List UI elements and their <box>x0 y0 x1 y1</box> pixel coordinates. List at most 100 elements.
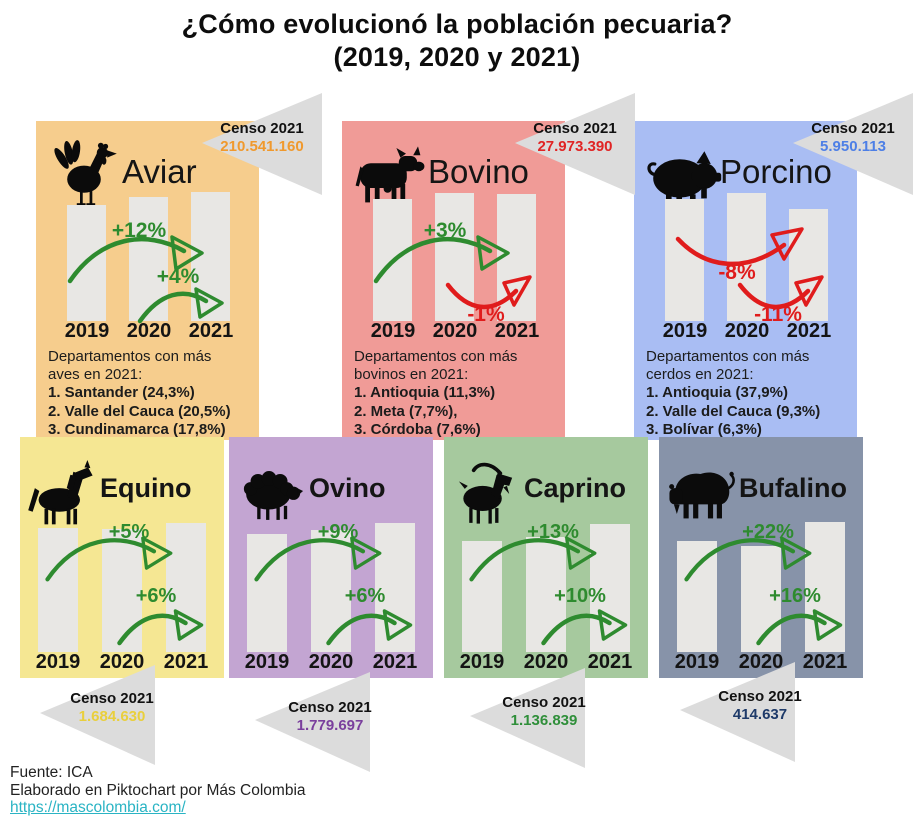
censo-callout-ovino: Censo 2021 1.779.697 <box>280 699 380 735</box>
bar-2020 <box>526 537 566 652</box>
censo-label: Censo 2021 <box>70 690 154 707</box>
bar-2020 <box>435 193 474 321</box>
year-label: 2021 <box>372 651 418 673</box>
panel-porcino: Porcino -8% -11% 2019 2020 2021 Departam… <box>634 121 857 440</box>
department-item: 1. Antioquia (37,9%) <box>646 384 788 402</box>
department-item: 2. Valle del Cauca (20,5%) <box>48 402 231 420</box>
year-label: 2019 <box>35 651 81 673</box>
panel-title-aviar: Aviar <box>122 153 197 190</box>
censo-value: 1.136.839 <box>510 712 578 729</box>
top-departments: Departamentos con más bovinos en 2021: 1… <box>354 348 550 439</box>
censo-callout-bovino: Censo 2021 27.973.390 <box>519 120 631 156</box>
rooster-icon <box>54 140 117 206</box>
bar-2020 <box>311 530 351 652</box>
censo-callout-triangle-bufalino <box>680 662 795 762</box>
censo-callout-triangle-bovino <box>515 93 635 195</box>
censo-callout-porcino: Censo 2021 5.950.113 <box>797 120 909 156</box>
growth-arrow-2019-2020 <box>373 235 510 284</box>
year-label: 2021 <box>494 320 540 342</box>
cow-icon <box>355 146 425 203</box>
footer: Fuente: ICA Elaborado en Piktochart por … <box>10 764 306 817</box>
censo-label: Censo 2021 <box>288 699 372 716</box>
departments-intro: Departamentos con más cerdos en 2021: <box>646 348 810 384</box>
buffalo-icon <box>669 471 735 519</box>
department-item: 2. Meta (7,7%), <box>354 402 458 420</box>
year-label: 2020 <box>738 651 784 673</box>
elaborated-text: Elaborado en Piktochart por Más Colombia <box>10 781 306 799</box>
bar-2021 <box>375 523 415 652</box>
year-label: 2021 <box>163 651 209 673</box>
year-label: 2020 <box>308 651 354 673</box>
pct-2019-2020: +5% <box>108 521 150 543</box>
censo-callout-bufalino: Censo 2021 414.637 <box>710 688 810 724</box>
year-label: 2019 <box>64 320 110 342</box>
censo-label: Censo 2021 <box>718 688 802 705</box>
growth-arrow-2020-2021 <box>137 287 224 324</box>
growth-arrow-2019-2020 <box>684 536 812 582</box>
censo-callout-triangle-aviar <box>202 93 322 195</box>
pct-2019-2020: +9% <box>317 521 359 543</box>
year-label: 2020 <box>523 651 569 673</box>
panel-bovino: Bovino +3% -1% 2019 2020 2021 Departamen… <box>342 121 565 440</box>
censo-value: 27.973.390 <box>537 138 613 155</box>
censo-value: 5.950.113 <box>820 138 886 155</box>
pct-2019-2020: +13% <box>527 521 579 543</box>
panel-caprino: Caprino +13% +10% 2019 2020 2021 <box>444 437 648 678</box>
year-label: 2020 <box>126 320 172 342</box>
censo-callout-equino: Censo 2021 1.684.630 <box>62 690 162 726</box>
censo-label: Censo 2021 <box>533 120 617 137</box>
censo-callout-aviar: Censo 2021 210.541.160 <box>206 120 318 156</box>
bar-2019 <box>665 199 704 321</box>
year-label: 2019 <box>674 651 720 673</box>
panel-aviar: Aviar +12% +4% 2019 2020 2021 Departamen… <box>36 121 259 440</box>
censo-callout-triangle-porcino <box>793 93 913 195</box>
title-line-2: (2019, 2020 y 2021) <box>333 42 581 72</box>
growth-arrow-2020-2021 <box>756 609 843 646</box>
title-line-1: ¿Cómo evolucionó la población pecuaria? <box>181 9 733 39</box>
bar-2020 <box>741 546 781 652</box>
pct-2020-2021: +4% <box>156 265 200 288</box>
sheep-icon <box>243 471 304 520</box>
panel-title-porcino: Porcino <box>720 153 832 190</box>
year-label: 2020 <box>99 651 145 673</box>
year-label: 2019 <box>662 320 708 342</box>
pct-2020-2021: +10% <box>554 585 606 607</box>
bar-2020 <box>102 529 142 652</box>
top-departments: Departamentos con más cerdos en 2021: 1.… <box>646 348 842 439</box>
pct-2019-2020: -8% <box>718 261 756 284</box>
department-item: 1. Santander (24,3%) <box>48 384 195 402</box>
page-title: ¿Cómo evolucionó la población pecuaria? … <box>0 8 914 74</box>
decline-arrow-2020-2021 <box>445 275 532 309</box>
year-label: 2019 <box>244 651 290 673</box>
pct-2020-2021: -11% <box>754 303 802 326</box>
growth-arrow-2020-2021 <box>541 609 628 646</box>
growth-arrow-2019-2020 <box>67 235 204 284</box>
pct-2019-2020: +12% <box>111 219 167 242</box>
source-text: Fuente: ICA <box>10 764 93 781</box>
censo-value: 414.637 <box>732 706 788 723</box>
bar-2021 <box>805 522 845 652</box>
censo-value: 210.541.160 <box>220 138 304 155</box>
panel-bufalino: Bufalino +22% +16% 2019 2020 2021 <box>659 437 863 678</box>
decline-arrow-2020-2021 <box>737 275 824 309</box>
censo-label: Censo 2021 <box>811 120 895 137</box>
horse-icon <box>28 459 93 525</box>
pct-2020-2021: +16% <box>769 585 821 607</box>
top-departments: Departamentos con más aves en 2021: 1. S… <box>48 348 244 439</box>
bar-2019 <box>462 541 502 652</box>
year-label: 2020 <box>724 320 770 342</box>
department-item: 3. Córdoba (7,6%) <box>354 420 481 438</box>
censo-value: 1.779.697 <box>296 717 364 734</box>
censo-label: Censo 2021 <box>220 120 304 137</box>
growth-arrow-2020-2021 <box>326 609 413 646</box>
year-label: 2021 <box>188 320 234 342</box>
panel-title-caprino: Caprino <box>524 473 627 503</box>
censo-value: 1.684.630 <box>78 708 146 725</box>
year-label: 2020 <box>432 320 478 342</box>
department-item: 1. Antioquia (11,3%) <box>354 384 496 402</box>
pct-2019-2020: +22% <box>742 521 794 543</box>
panel-title-bovino: Bovino <box>428 153 529 190</box>
pct-2020-2021: +6% <box>135 585 177 607</box>
mascolombia-link[interactable]: https://mascolombia.com/ <box>10 799 186 816</box>
